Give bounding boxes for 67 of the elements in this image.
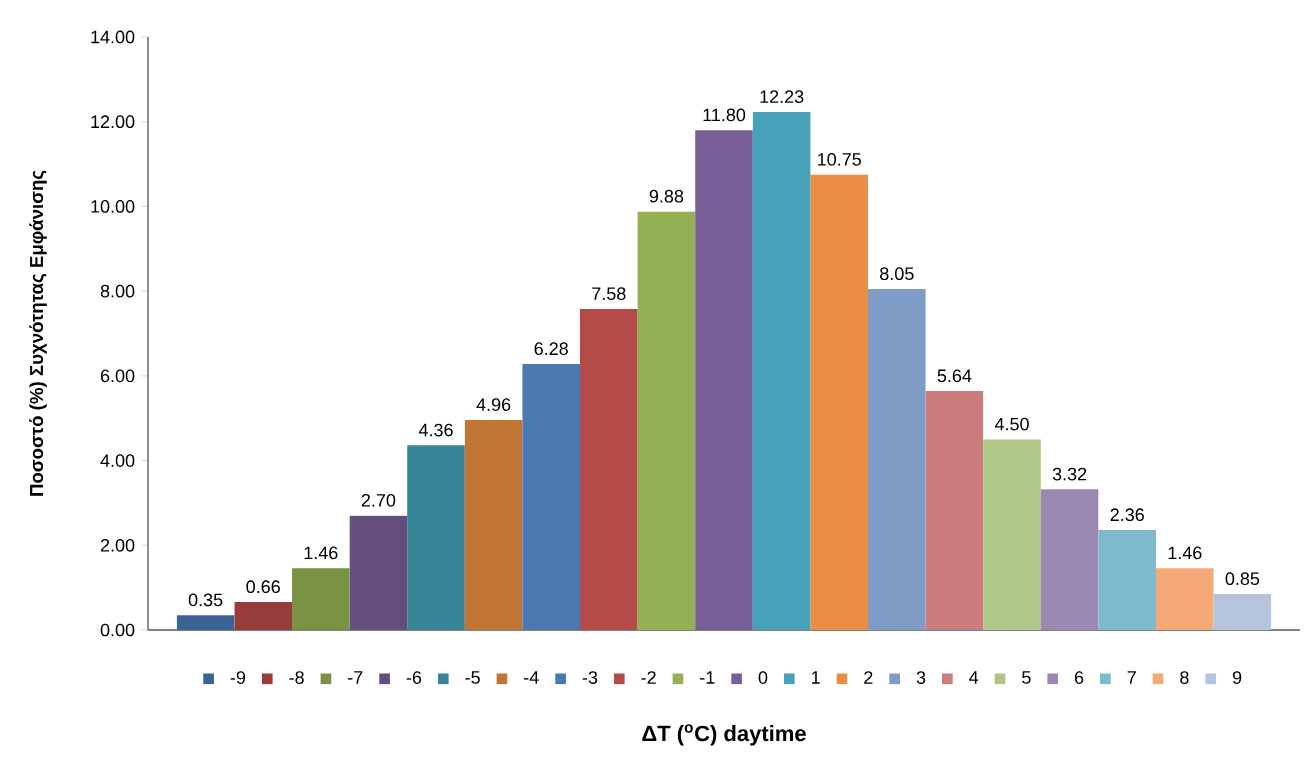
bar <box>234 602 292 630</box>
legend-label: -3 <box>582 671 598 684</box>
y-axis-title: Ποσοστό (%) Συχνότητας Εμφάνισης <box>29 170 47 496</box>
data-label: 4.96 <box>476 398 511 411</box>
y-tick-label: 6.00 <box>100 369 135 383</box>
bar <box>637 211 696 630</box>
y-tick-label: 8.00 <box>100 284 135 298</box>
legend-label: 6 <box>1074 671 1084 684</box>
bar <box>868 289 926 630</box>
data-label: 8.05 <box>880 267 914 281</box>
data-label: 10.75 <box>818 152 861 166</box>
data-label: 2.70 <box>361 493 396 507</box>
legend-label: -6 <box>406 671 422 684</box>
legend-label: -7 <box>348 671 363 684</box>
legend-label: -8 <box>289 671 304 684</box>
legend-label: 5 <box>1022 671 1031 684</box>
data-label: 1.46 <box>1168 546 1202 560</box>
bar <box>1156 568 1214 630</box>
data-label: 7.58 <box>592 287 626 300</box>
data-label: 2.36 <box>1110 508 1144 522</box>
bar <box>176 615 235 630</box>
legend-label: 3 <box>916 671 926 684</box>
legend-label: -9 <box>230 671 246 684</box>
legend-label: 0 <box>758 671 768 684</box>
bar <box>983 439 1041 630</box>
bar <box>349 515 408 630</box>
bar <box>1213 594 1272 630</box>
data-label: 0.35 <box>188 593 223 607</box>
y-tick-label: 10.00 <box>91 200 135 213</box>
bar <box>292 568 350 630</box>
data-label: 1.46 <box>304 546 338 560</box>
y-tick-label: 14.00 <box>91 30 135 44</box>
bar <box>752 111 811 630</box>
y-tick-label: 12.00 <box>91 115 135 129</box>
legend-label: -4 <box>524 671 539 684</box>
legend-label: 4 <box>969 671 979 684</box>
legend-label: 9 <box>1232 671 1242 684</box>
bar <box>407 445 465 630</box>
legend-label: -5 <box>465 671 480 684</box>
data-label: 0.66 <box>246 580 280 594</box>
data-label: 4.36 <box>418 423 453 437</box>
legend-label: -2 <box>641 671 656 684</box>
data-label: 12.23 <box>760 90 804 104</box>
data-label: 9.88 <box>649 189 684 203</box>
bar <box>695 130 753 630</box>
y-tick-label: 2.00 <box>100 538 135 552</box>
bar <box>810 174 869 630</box>
bar <box>522 364 581 630</box>
x-axis-title: ΔT ($^{o}$C) daytime <box>642 724 806 746</box>
legend-label: 7 <box>1127 671 1136 684</box>
bar <box>1098 530 1157 630</box>
bar <box>925 391 984 630</box>
legend-label: -1 <box>700 671 715 684</box>
data-label: 3.32 <box>1052 467 1087 481</box>
data-label: 4.50 <box>994 417 1029 431</box>
y-tick-label: 0.00 <box>100 623 135 637</box>
data-label: 6.28 <box>534 342 568 356</box>
bar <box>580 308 638 630</box>
data-label: 5.64 <box>937 369 972 383</box>
data-label: 11.80 <box>703 108 746 122</box>
legend-label: 8 <box>1180 671 1189 684</box>
data-label: 0.85 <box>1225 572 1260 586</box>
legend-label: 1 <box>812 671 820 684</box>
legend-label: 2 <box>864 671 873 684</box>
bar <box>1040 489 1099 630</box>
bar <box>464 419 523 630</box>
y-tick-label: 4.00 <box>100 454 135 467</box>
